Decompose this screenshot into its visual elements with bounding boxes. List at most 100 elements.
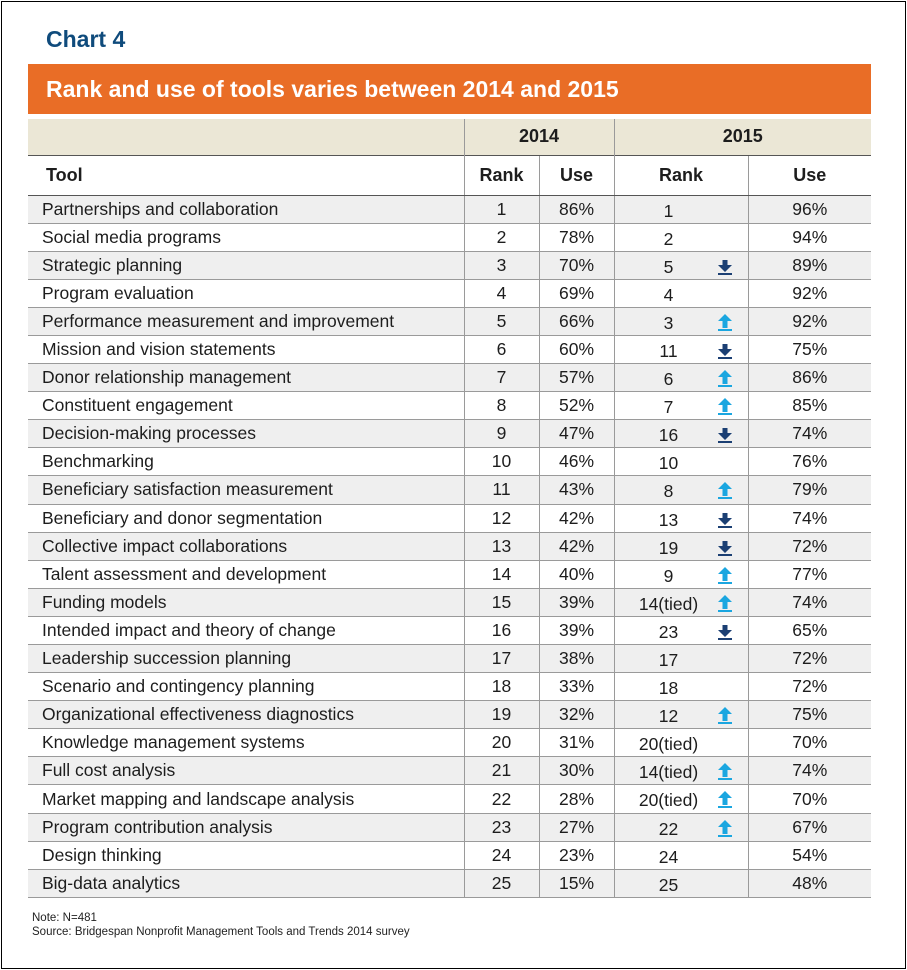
year-header-row: 2014 2015 — [28, 119, 872, 155]
rank-2014-cell: 4 — [463, 279, 539, 308]
rank-2015-cell: 2 — [613, 223, 749, 252]
rank-2015-value: 25 — [658, 874, 679, 895]
rank-2015-value: 9 — [663, 565, 674, 586]
rank-2014-cell: 2 — [463, 223, 539, 252]
arrow-up-icon — [717, 594, 732, 612]
use-2014-cell: 43% — [538, 475, 615, 505]
table-row: Big-data analytics 25 15% 25 48% — [28, 869, 872, 898]
table-row: Organizational effectiveness diagnostics… — [28, 700, 872, 730]
rank-2015-cell: 17 — [613, 644, 749, 674]
rank-2015-cell: 12 — [613, 700, 749, 730]
column-header-use-2014: Use — [538, 154, 615, 196]
rank-2015-cell: 1 — [613, 195, 749, 224]
use-2014-cell: 70% — [538, 251, 615, 280]
use-2014-cell: 27% — [538, 813, 615, 842]
use-2014-cell: 32% — [538, 700, 615, 730]
rank-2015-cell: 24 — [613, 841, 749, 870]
use-2015-cell: 77% — [747, 560, 872, 589]
rank-2015-value: 10 — [658, 453, 679, 474]
tool-name-cell: Knowledge management systems — [28, 728, 464, 758]
tool-name-cell: Beneficiary satisfaction measurement — [28, 475, 464, 505]
arrow-down-icon — [717, 343, 732, 359]
footnotes: Note: N=481 Source: Bridgespan Nonprofit… — [32, 911, 410, 939]
use-2015-cell: 75% — [747, 335, 872, 365]
rank-2015-cell: 7 — [613, 391, 749, 421]
use-2014-cell: 31% — [538, 728, 615, 758]
rank-2015-cell: 14(tied) — [613, 756, 749, 786]
use-2015-cell: 65% — [747, 616, 872, 646]
table-row: Funding models 15 39% 14(tied) 74% — [28, 588, 872, 617]
rank-2014-cell: 11 — [463, 475, 539, 505]
rank-2014-cell: 17 — [463, 644, 539, 674]
year-header-blank — [28, 119, 464, 155]
use-2015-cell: 72% — [747, 644, 872, 674]
use-2015-cell: 72% — [747, 672, 872, 702]
rank-2014-cell: 22 — [463, 784, 539, 814]
tool-name-cell: Big-data analytics — [28, 869, 464, 898]
tool-name-cell: Partnerships and collaboration — [28, 195, 464, 224]
arrow-up-icon — [717, 482, 732, 500]
table-row: Market mapping and landscape analysis 22 2… — [28, 784, 872, 814]
table-row: Social media programs 2 78% 2 94% — [28, 223, 872, 252]
rank-2015-value: 8 — [663, 481, 674, 502]
tool-name-cell: Funding models — [28, 588, 464, 617]
arrow-down-icon — [717, 540, 732, 556]
use-2015-cell: 70% — [747, 784, 872, 814]
rank-2015-value: 14(tied) — [638, 593, 699, 614]
use-2014-cell: 47% — [538, 419, 615, 449]
rank-2015-cell: 14(tied) — [613, 588, 749, 617]
tool-name-cell: Talent assessment and development — [28, 560, 464, 589]
arrow-up-icon — [717, 791, 732, 809]
year-header-2014: 2014 — [463, 119, 615, 155]
tool-name-cell: Program evaluation — [28, 279, 464, 308]
use-2015-cell: 85% — [747, 391, 872, 421]
use-2015-cell: 79% — [747, 475, 872, 505]
use-2014-cell: 40% — [538, 560, 615, 589]
table-row: Mission and vision statements 6 60% 11 75% — [28, 335, 872, 365]
use-2015-cell: 54% — [747, 841, 872, 870]
rank-2015-value: 20(tied) — [638, 790, 699, 811]
arrow-up-icon — [717, 707, 732, 725]
rank-2014-cell: 10 — [463, 447, 539, 477]
year-header-2015: 2015 — [613, 119, 872, 155]
column-header-rank-2015: Rank — [613, 154, 749, 196]
rank-2015-cell: 22 — [613, 813, 749, 842]
rank-2015-cell: 5 — [613, 251, 749, 280]
rank-2014-cell: 7 — [463, 363, 539, 393]
rank-2015-value: 11 — [659, 340, 678, 361]
use-2014-cell: 42% — [538, 504, 615, 533]
column-header-tool: Tool — [28, 154, 464, 196]
rank-2015-cell: 20(tied) — [613, 728, 749, 758]
table-row: Donor relationship management 7 57% 6 86% — [28, 363, 872, 393]
chart-title: Rank and use of tools varies between 201… — [28, 64, 871, 114]
rank-2014-cell: 6 — [463, 335, 539, 365]
rank-2015-cell: 13 — [613, 504, 749, 533]
use-2014-cell: 60% — [538, 335, 615, 365]
rank-2015-cell: 11 — [613, 335, 749, 365]
tool-name-cell: Organizational effectiveness diagnostics — [28, 700, 464, 730]
rank-2014-cell: 1 — [463, 195, 539, 224]
arrow-up-icon — [717, 566, 732, 584]
rank-2015-cell: 3 — [613, 307, 749, 336]
rank-2014-cell: 13 — [463, 532, 539, 561]
tool-name-cell: Program contribution analysis — [28, 813, 464, 842]
tool-name-cell: Donor relationship management — [28, 363, 464, 393]
tool-name-cell: Decision-making processes — [28, 419, 464, 449]
rank-2014-cell: 3 — [463, 251, 539, 280]
rank-2015-value: 24 — [658, 846, 679, 867]
rank-2015-cell: 10 — [613, 447, 749, 477]
use-2014-cell: 86% — [538, 195, 615, 224]
rank-2014-cell: 20 — [463, 728, 539, 758]
use-2014-cell: 30% — [538, 756, 615, 786]
use-2014-cell: 57% — [538, 363, 615, 393]
rank-2015-value: 5 — [663, 256, 674, 277]
table-row: Partnerships and collaboration 1 86% 1 96% — [28, 195, 872, 224]
note-text: Note: N=481 — [32, 912, 97, 924]
rank-2014-cell: 19 — [463, 700, 539, 730]
rank-2015-cell: 18 — [613, 672, 749, 702]
tool-name-cell: Leadership succession planning — [28, 644, 464, 674]
use-2014-cell: 39% — [538, 616, 615, 646]
arrow-down-icon — [717, 624, 732, 640]
rank-2015-value: 4 — [663, 284, 674, 305]
use-2014-cell: 66% — [538, 307, 615, 336]
